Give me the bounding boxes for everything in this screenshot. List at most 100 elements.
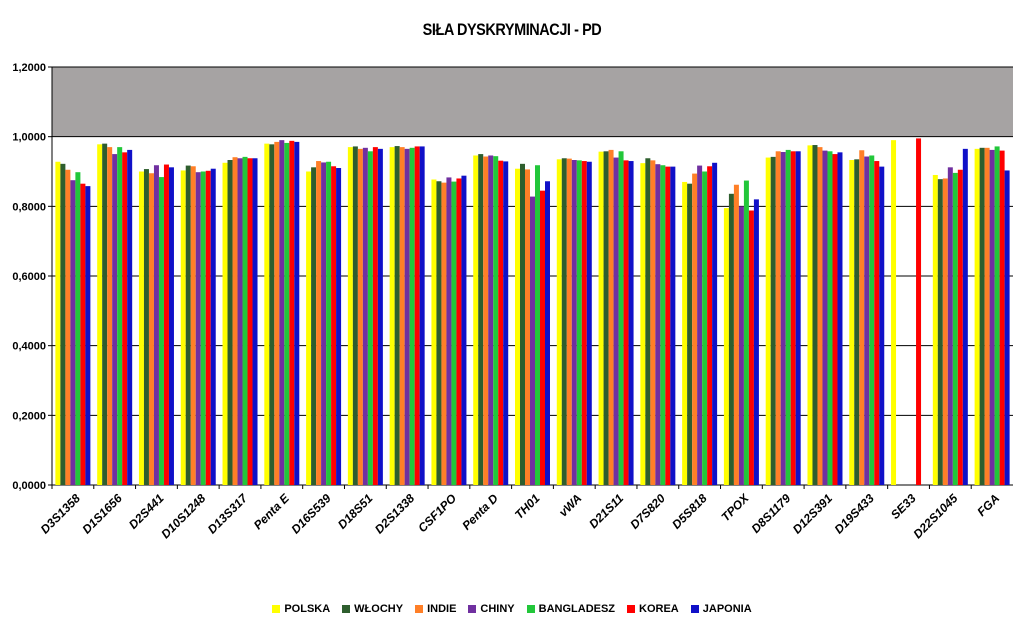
bar xyxy=(247,158,253,485)
legend-label: JAPONIA xyxy=(702,603,752,615)
legend-item: KOREA xyxy=(627,603,679,615)
x-tick-label: D22S1045 xyxy=(910,491,960,541)
bar xyxy=(279,140,285,485)
bar xyxy=(431,179,437,486)
x-tick-label: D3S1358 xyxy=(38,491,84,537)
bar xyxy=(932,174,938,485)
bar xyxy=(456,178,462,485)
bar xyxy=(822,150,828,485)
bar xyxy=(461,175,467,485)
bar xyxy=(702,171,708,485)
bar xyxy=(832,154,838,486)
bar xyxy=(790,151,796,485)
legend-label: BANGLADESZ xyxy=(538,603,616,615)
bar xyxy=(728,193,734,485)
legend-item: JAPONIA xyxy=(690,603,752,615)
bar xyxy=(535,165,540,486)
bar xyxy=(879,166,885,485)
bar xyxy=(952,172,958,486)
bar xyxy=(581,161,587,486)
bar xyxy=(864,156,870,485)
x-tick-label: D12S391 xyxy=(790,491,836,537)
x-tick-label: D21S11 xyxy=(586,491,626,531)
bar xyxy=(962,148,968,485)
bar xyxy=(869,155,875,485)
bar xyxy=(441,182,447,485)
bar xyxy=(148,173,154,485)
bar xyxy=(748,210,754,485)
legend-swatch xyxy=(272,605,281,613)
chart-title: SIŁA DYSKRYMINACJI - PD xyxy=(422,20,602,39)
x-tick-label: FGA xyxy=(974,491,1002,519)
bar xyxy=(498,160,504,485)
bar xyxy=(357,148,363,485)
bar xyxy=(436,181,442,485)
bar xyxy=(785,149,791,486)
bar xyxy=(670,166,676,485)
bar xyxy=(70,180,76,486)
legend-label: CHINY xyxy=(480,603,515,615)
bar xyxy=(205,170,211,485)
bar xyxy=(55,161,61,485)
bar xyxy=(854,159,860,485)
bar xyxy=(195,172,201,486)
bar xyxy=(289,140,295,485)
legend-item: INDIE xyxy=(415,603,456,615)
bar xyxy=(608,149,614,486)
bar xyxy=(707,166,713,485)
x-tick-label: D10S1248 xyxy=(158,491,208,541)
x-tick-label: SE33 xyxy=(888,491,919,522)
bar xyxy=(628,161,634,486)
y-tick-label: 0,8000 xyxy=(12,201,46,213)
x-tick-label: D7S820 xyxy=(627,491,668,532)
bar xyxy=(1004,170,1010,485)
bar xyxy=(753,199,759,485)
bar xyxy=(399,147,405,485)
bar xyxy=(117,147,123,485)
bar xyxy=(97,144,103,485)
bar xyxy=(503,161,509,486)
bar xyxy=(807,145,813,485)
bar xyxy=(362,147,368,485)
bar xyxy=(812,145,818,485)
bar xyxy=(520,163,525,485)
bar xyxy=(493,156,499,485)
y-tick-label: 1,2000 xyxy=(12,62,46,74)
bar xyxy=(321,162,327,485)
bar xyxy=(377,148,383,485)
bar xyxy=(274,141,280,485)
bar xyxy=(999,150,1005,485)
legend-item: POLSKA xyxy=(272,603,330,615)
bar xyxy=(367,151,373,485)
legend-swatch xyxy=(468,605,477,613)
bar xyxy=(530,196,535,485)
bar xyxy=(682,181,688,485)
bar xyxy=(478,154,484,486)
bar xyxy=(743,180,749,485)
bar xyxy=(817,147,823,485)
bar xyxy=(163,164,169,486)
bar xyxy=(733,184,739,485)
bar xyxy=(168,167,174,485)
bar xyxy=(227,160,233,485)
bar xyxy=(984,147,990,485)
bar xyxy=(122,152,128,485)
bar xyxy=(102,143,108,485)
bar xyxy=(974,148,980,485)
x-tick-label: CSF1PO xyxy=(415,491,459,535)
legend-label: WŁOCHY xyxy=(354,603,404,615)
bar xyxy=(613,157,619,486)
bar-chart: 0,0000 0,2000 0,4000 0,6000 0,8000 1,0000 1,20… xyxy=(12,62,1013,541)
bar xyxy=(979,147,985,485)
bar xyxy=(394,146,400,486)
y-tick-label: 1,0000 xyxy=(12,132,46,144)
legend-swatch xyxy=(526,605,535,613)
bar xyxy=(827,151,833,485)
bar xyxy=(264,143,270,485)
bar xyxy=(770,156,776,485)
bar xyxy=(311,167,317,485)
bar xyxy=(294,141,300,485)
x-tick-label: D2S1338 xyxy=(372,491,418,537)
bar xyxy=(645,158,651,485)
